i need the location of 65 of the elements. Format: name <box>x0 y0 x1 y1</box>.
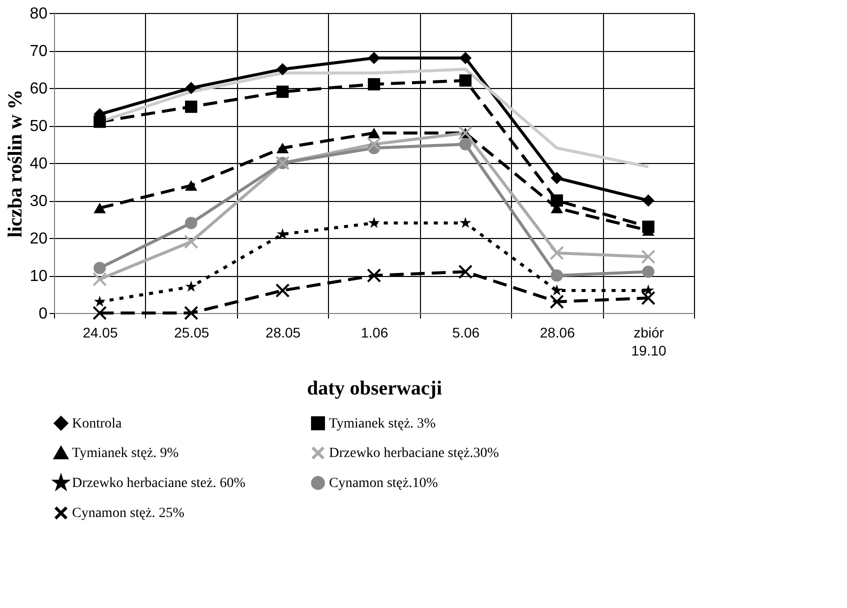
point <box>368 128 380 138</box>
point <box>459 52 472 64</box>
point <box>185 82 198 94</box>
point <box>276 142 289 154</box>
point <box>94 262 106 274</box>
y-tick-label: 20 <box>30 230 48 248</box>
point <box>642 266 654 278</box>
point <box>368 216 380 228</box>
point <box>275 283 290 298</box>
point <box>550 246 564 260</box>
y-tick-label: 60 <box>30 80 48 98</box>
point <box>366 268 382 283</box>
point <box>276 63 289 76</box>
x-tick-label: zbiór 19.10 <box>631 324 667 358</box>
point <box>94 296 106 307</box>
y-tick-label: 80 <box>30 6 48 22</box>
legend-label: Tymianek stęż. 9% <box>72 446 180 461</box>
y-tick-label: 10 <box>30 268 48 285</box>
point <box>276 228 288 240</box>
point <box>550 269 563 282</box>
point <box>184 306 198 320</box>
x-tick-label: 5.06 <box>452 324 480 340</box>
y-tick-label: 0 <box>38 306 48 322</box>
y-tick-label: 50 <box>30 118 48 135</box>
point <box>94 202 106 214</box>
point <box>550 294 564 309</box>
point <box>366 137 382 152</box>
legend-label: Drzewko herbaciane stęż.30% <box>329 446 500 461</box>
point <box>641 290 656 306</box>
point <box>550 194 563 207</box>
point <box>459 138 472 150</box>
point <box>459 74 472 87</box>
x-tick-label: 28.05 <box>266 324 301 340</box>
legend-label: Cynamon stęż.10% <box>329 476 438 491</box>
point <box>550 172 563 184</box>
point <box>642 194 654 207</box>
y-tick-label: 30 <box>30 193 48 210</box>
point <box>460 216 472 228</box>
x-tick-label: 28.06 <box>540 324 576 340</box>
x-tick-label: 1.06 <box>360 324 388 340</box>
y-axis-title: liczba roślin w % <box>4 90 27 238</box>
point <box>641 250 656 264</box>
point <box>185 180 198 191</box>
y-tick-label: 70 <box>30 43 48 60</box>
point <box>185 280 197 292</box>
point <box>642 284 654 296</box>
point <box>551 284 563 296</box>
x-tick-label: 25.05 <box>174 324 210 340</box>
point <box>94 116 106 128</box>
legend-label: Kontrola <box>72 416 123 432</box>
legend-label: Drzewko herbaciane steż. 60% <box>72 476 246 491</box>
x-axis-title: daty obserwacji <box>307 378 442 400</box>
point <box>368 52 380 64</box>
x-tick-label: 24.05 <box>82 324 118 340</box>
point <box>92 272 107 286</box>
point <box>185 216 198 230</box>
point <box>458 264 473 279</box>
legend-label: Tymianek stęż. 3% <box>329 416 436 432</box>
point <box>185 100 198 113</box>
point <box>92 306 107 320</box>
y-tick-label: 40 <box>30 156 48 172</box>
point <box>368 78 380 90</box>
point <box>276 86 289 98</box>
legend-label: Cynamon stęż. 25% <box>72 506 185 521</box>
point <box>184 234 198 249</box>
